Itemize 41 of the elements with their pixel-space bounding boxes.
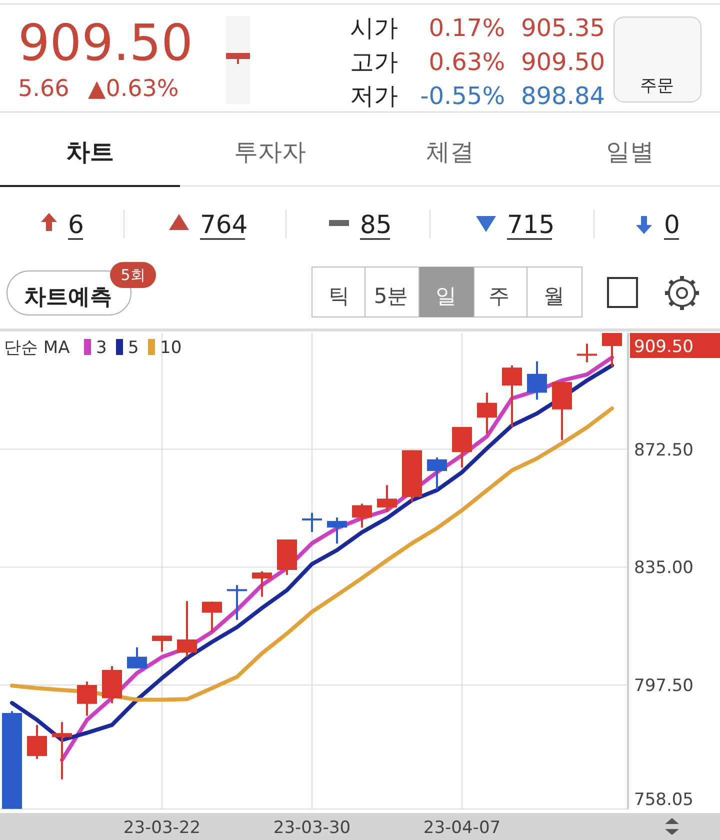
text: 5분 <box>374 284 408 308</box>
text: 6 <box>68 210 84 239</box>
y-tick-label: 835.00 <box>634 558 694 578</box>
text: 일별 <box>606 138 654 166</box>
text: 차트 <box>66 138 114 166</box>
text: 909.50 <box>521 48 605 76</box>
text: 저가 <box>350 82 398 110</box>
text: 905.35 <box>521 14 605 42</box>
text: 909.50 <box>18 14 193 72</box>
text: 715 <box>507 210 555 239</box>
legend-label: 10 <box>160 338 182 358</box>
text: 주문 <box>640 76 674 96</box>
text: 0 <box>664 210 680 239</box>
text: 시가 <box>350 14 398 42</box>
text: 5.66 <box>18 76 70 102</box>
text: ▲0.63% <box>88 76 179 102</box>
y-tick-label: 758.05 <box>634 790 694 810</box>
text: 고가 <box>350 48 398 76</box>
text: 85 <box>360 210 392 239</box>
legend-title: 단순 MA <box>4 338 70 358</box>
text: 투자자 <box>234 138 306 166</box>
text: 월 <box>544 284 564 308</box>
legend-label: 5 <box>128 338 139 358</box>
text: -0.55% <box>420 82 505 110</box>
text: 5회 <box>120 266 146 284</box>
text: 898.84 <box>521 82 605 110</box>
x-tick-label: 23-04-07 <box>423 818 501 838</box>
text: 0.63% <box>428 48 505 76</box>
text: 0.17% <box>428 14 505 42</box>
text: 체결 <box>426 138 474 166</box>
y-tick-label: 797.50 <box>634 676 694 696</box>
text: 909.50 <box>634 337 694 357</box>
text: 764 <box>200 210 248 239</box>
text: 차트예측 <box>24 285 112 310</box>
x-tick-label: 23-03-22 <box>123 818 201 838</box>
x-tick-label: 23-03-30 <box>273 818 351 838</box>
text: 주 <box>488 284 510 308</box>
text: 일 <box>436 284 456 308</box>
legend-label: 3 <box>96 338 107 358</box>
text: 틱 <box>328 284 350 308</box>
y-tick-label: 872.50 <box>634 440 694 460</box>
